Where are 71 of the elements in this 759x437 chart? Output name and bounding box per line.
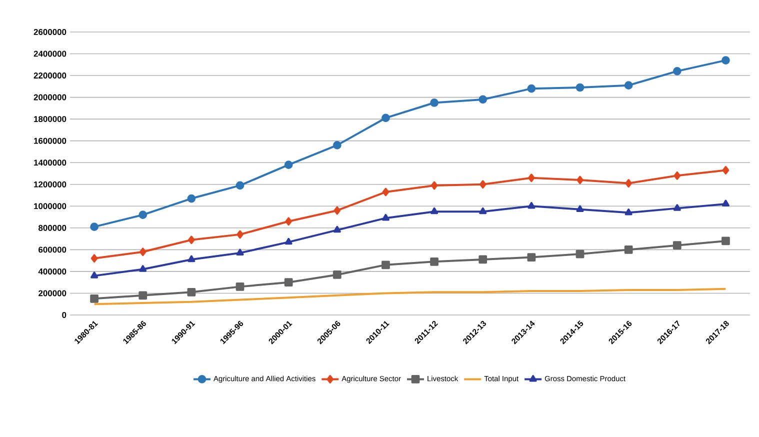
point	[624, 208, 632, 216]
point	[284, 160, 293, 169]
point	[285, 217, 292, 226]
y-tick-label: 1800000	[34, 116, 66, 122]
y-tick-label: 0	[62, 312, 66, 318]
y-tick-label: 2600000	[34, 29, 66, 35]
point	[479, 180, 486, 189]
point	[674, 171, 681, 180]
point	[332, 270, 342, 279]
point	[236, 248, 244, 256]
point	[722, 166, 730, 174]
point	[576, 176, 584, 184]
point	[138, 291, 148, 300]
point	[527, 84, 536, 93]
point	[722, 200, 730, 207]
point	[284, 238, 292, 245]
point	[528, 202, 536, 209]
point	[382, 114, 390, 122]
point	[90, 294, 98, 303]
point	[624, 81, 633, 90]
y-tick-label: 2200000	[34, 72, 66, 79]
point	[576, 250, 584, 258]
y-tick-label: 400000	[38, 268, 66, 274]
y-tick-label: 1400000	[34, 160, 66, 166]
point	[382, 260, 390, 270]
point	[138, 210, 148, 220]
point	[334, 206, 341, 215]
point	[672, 66, 682, 76]
y-tick-label: 1600000	[34, 138, 66, 144]
line-series	[93, 288, 727, 306]
point	[625, 179, 632, 188]
point	[722, 56, 730, 64]
y-tick-label: 800000	[38, 224, 66, 231]
point	[479, 207, 487, 214]
point	[188, 236, 195, 244]
point	[527, 253, 536, 262]
point	[187, 288, 196, 296]
point	[673, 204, 681, 211]
point	[187, 194, 196, 203]
y-tick-label: 2000000	[34, 94, 66, 100]
point	[576, 83, 584, 92]
point	[382, 188, 390, 196]
y-tick-label: 600000	[38, 246, 66, 253]
point	[382, 214, 390, 221]
point	[576, 205, 584, 212]
y-tick-label: 1000000	[34, 203, 66, 210]
point	[430, 207, 438, 214]
point	[478, 95, 488, 104]
point	[333, 226, 341, 233]
point	[90, 222, 98, 232]
point	[236, 230, 244, 239]
point	[236, 181, 244, 190]
point	[90, 254, 98, 263]
point	[430, 98, 438, 107]
point	[722, 236, 730, 246]
point	[672, 241, 682, 250]
point	[236, 282, 244, 291]
point	[139, 265, 147, 272]
y-tick-label: 1200000	[34, 181, 66, 188]
point	[430, 257, 438, 266]
y-tick-label: 200000	[38, 290, 66, 296]
point	[284, 278, 293, 287]
point	[430, 181, 438, 190]
point	[332, 141, 342, 150]
point	[188, 255, 196, 262]
point	[624, 245, 633, 254]
point	[478, 255, 488, 264]
point	[528, 174, 535, 182]
point	[90, 272, 98, 278]
y-tick-label: 2400000	[34, 50, 66, 57]
point	[139, 248, 146, 256]
